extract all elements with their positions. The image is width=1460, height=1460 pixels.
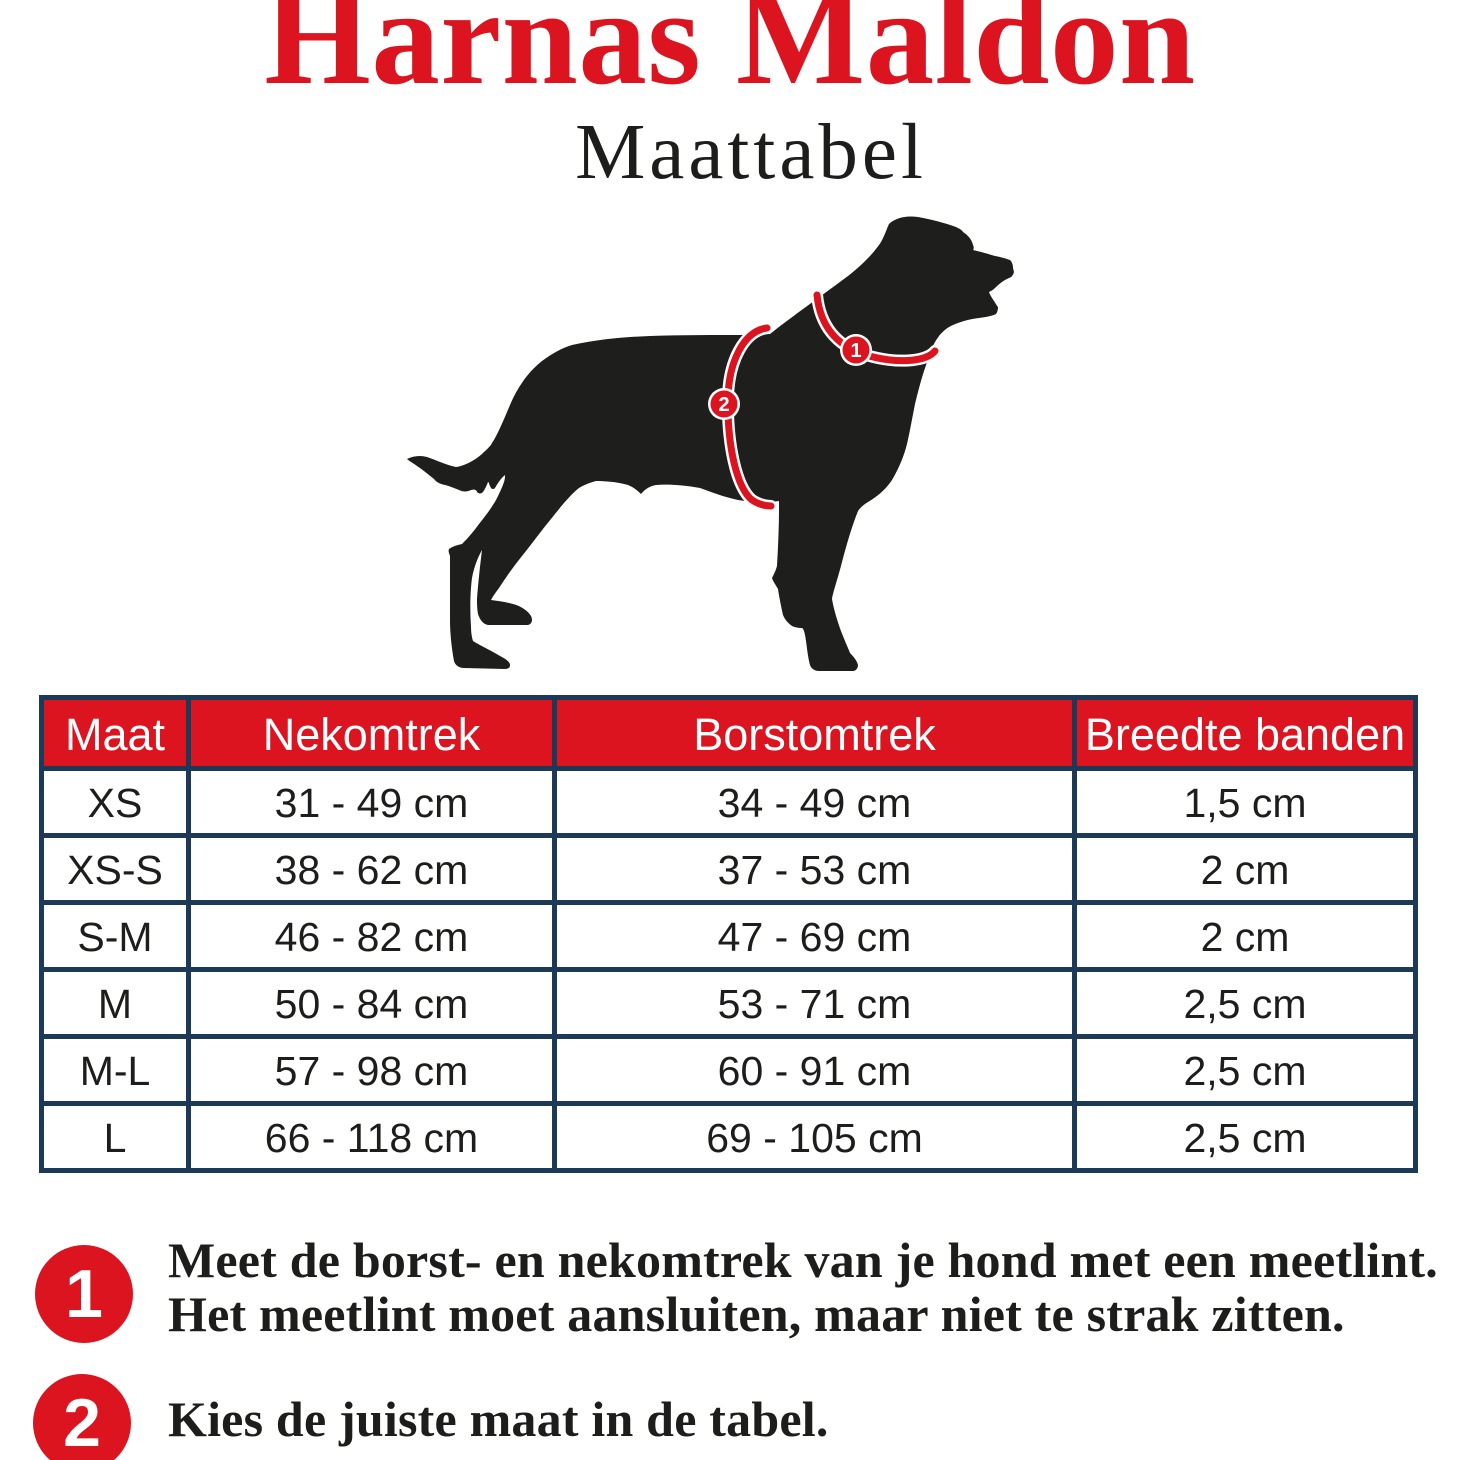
svg-text:1: 1 — [850, 340, 861, 362]
svg-text:2: 2 — [718, 394, 729, 416]
